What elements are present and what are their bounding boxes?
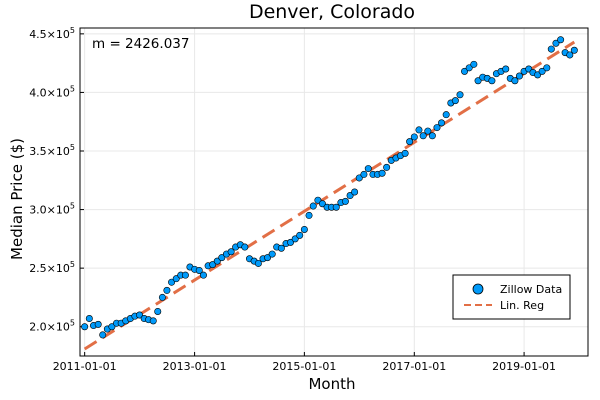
data-point xyxy=(181,271,189,279)
data-point xyxy=(570,46,578,54)
data-point xyxy=(360,170,368,178)
data-point xyxy=(254,259,262,267)
data-point xyxy=(424,127,432,135)
data-point xyxy=(158,293,166,301)
legend-marker-zillow xyxy=(472,283,484,295)
y-tick-label: 4.5×105 xyxy=(29,26,75,41)
data-point xyxy=(355,174,363,182)
data-point xyxy=(300,225,308,233)
x-tick-label: 2013-01-01 xyxy=(163,360,227,373)
data-point xyxy=(305,211,313,219)
y-tick-label: 4.0×105 xyxy=(29,84,75,99)
x-axis-label: Month xyxy=(308,375,355,393)
data-point xyxy=(154,307,162,315)
data-point xyxy=(241,243,249,251)
data-point xyxy=(227,248,235,256)
y-tick-label: 2.0×105 xyxy=(29,319,75,334)
data-point xyxy=(383,163,391,171)
data-point xyxy=(547,45,555,53)
data-point xyxy=(419,132,427,140)
data-point xyxy=(552,39,560,47)
data-point xyxy=(433,124,441,132)
y-tick-label: 2.5×105 xyxy=(29,260,75,275)
data-point xyxy=(461,67,469,75)
data-point xyxy=(438,119,446,127)
data-point xyxy=(442,111,450,119)
data-point xyxy=(543,64,551,72)
data-point xyxy=(364,165,372,173)
chart-title: Denver, Colorado xyxy=(249,1,415,23)
x-tick-label: 2019-01-01 xyxy=(492,360,556,373)
data-point xyxy=(309,202,317,210)
data-point xyxy=(94,320,102,328)
data-point xyxy=(318,200,326,208)
data-point xyxy=(163,286,171,294)
data-point xyxy=(277,244,285,252)
data-point xyxy=(465,64,473,72)
slope-annotation: m = 2426.037 xyxy=(92,36,189,52)
data-point xyxy=(81,323,89,331)
data-point xyxy=(451,97,459,105)
legend-label-linreg: Lin. Reg xyxy=(500,299,544,312)
data-point xyxy=(488,77,496,85)
data-point xyxy=(85,315,93,323)
data-point xyxy=(332,203,340,211)
data-point xyxy=(287,238,295,246)
data-point xyxy=(406,138,414,146)
data-point xyxy=(99,331,107,339)
regression-line-path xyxy=(83,40,576,351)
data-point xyxy=(199,271,207,279)
x-tick-label: 2017-01-01 xyxy=(382,360,446,373)
data-point xyxy=(401,149,409,157)
plot-area-frame xyxy=(79,27,589,357)
legend-box xyxy=(452,274,571,320)
data-point xyxy=(515,72,523,80)
data-point xyxy=(351,188,359,196)
data-point xyxy=(428,132,436,140)
regression-line xyxy=(83,40,576,351)
data-point xyxy=(218,254,226,262)
data-point xyxy=(108,323,116,331)
data-point xyxy=(502,65,510,73)
data-point xyxy=(168,278,176,286)
data-point xyxy=(566,51,574,59)
data-point xyxy=(195,266,203,274)
data-point xyxy=(209,261,217,269)
legend-label-zillow: Zillow Data xyxy=(500,283,562,296)
grid-lines xyxy=(80,28,588,356)
data-point xyxy=(538,67,546,75)
data-point xyxy=(149,317,157,325)
data-point xyxy=(415,126,423,134)
axis-ticks: 2011-01-01 2013-01-01 2015-01-01 2017-01-01… xyxy=(29,26,556,373)
data-point xyxy=(341,197,349,205)
data-point xyxy=(136,311,144,319)
data-point xyxy=(378,169,386,177)
data-point xyxy=(470,60,478,68)
data-point xyxy=(264,254,272,262)
data-points xyxy=(81,36,578,339)
y-axis-label: Median Price ($) xyxy=(8,138,26,260)
data-point xyxy=(511,77,519,85)
data-point xyxy=(474,77,482,85)
y-tick-label: 3.5×105 xyxy=(29,143,75,158)
data-point xyxy=(268,250,276,258)
data-point xyxy=(456,91,464,99)
data-point xyxy=(557,36,565,44)
y-tick-label: 3.0×105 xyxy=(29,202,75,217)
legend: Zillow Data Lin. Reg xyxy=(452,274,571,320)
x-tick-label: 2015-01-01 xyxy=(272,360,336,373)
x-tick-label: 2011-01-01 xyxy=(53,360,117,373)
data-point xyxy=(296,231,304,239)
data-point xyxy=(410,133,418,141)
